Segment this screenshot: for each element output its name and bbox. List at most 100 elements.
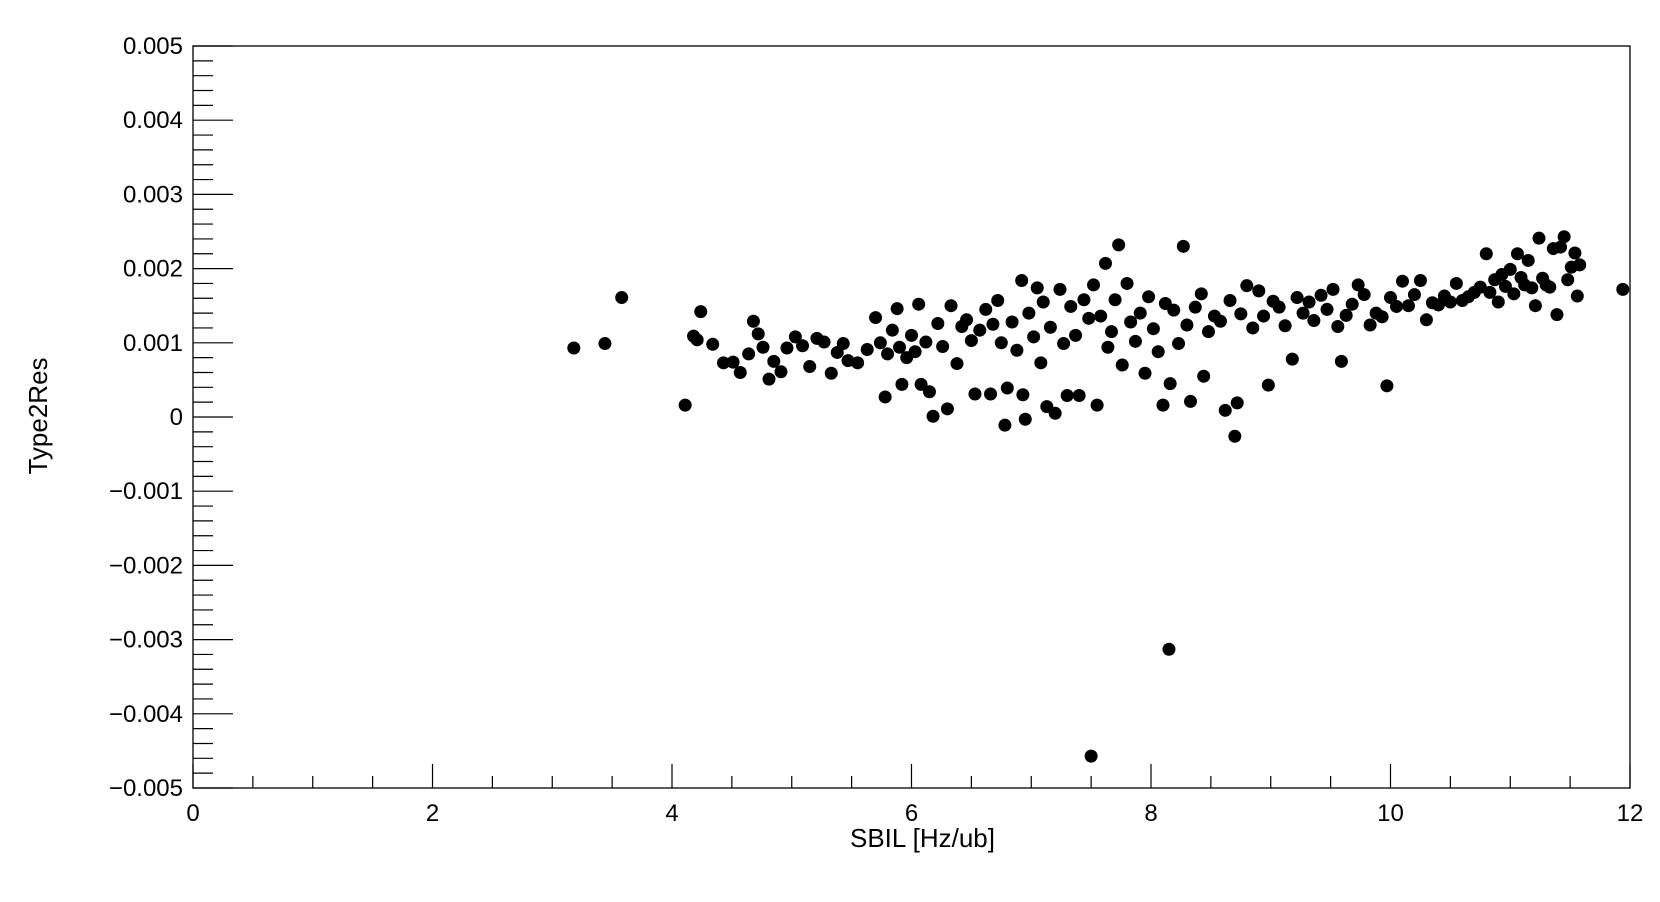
data-point xyxy=(1230,396,1244,410)
data-point xyxy=(796,339,810,353)
data-point xyxy=(1543,280,1557,294)
data-point xyxy=(678,398,692,412)
data-point xyxy=(1101,340,1115,354)
data-point xyxy=(1532,231,1546,245)
data-point xyxy=(1272,300,1286,314)
data-point xyxy=(878,390,892,404)
data-point xyxy=(1278,319,1292,333)
y-tick-label: −0.004 xyxy=(109,701,183,728)
data-point xyxy=(1326,282,1340,296)
data-point xyxy=(1015,273,1029,287)
data-point xyxy=(824,366,838,380)
data-point xyxy=(1261,378,1275,392)
data-point xyxy=(1213,314,1227,328)
data-point xyxy=(998,418,1012,432)
data-point xyxy=(994,336,1008,350)
x-tick-label: 10 xyxy=(1377,800,1404,827)
data-point xyxy=(1104,325,1118,339)
data-point xyxy=(1094,309,1108,323)
data-point xyxy=(1252,284,1266,298)
data-point xyxy=(756,340,770,354)
data-point xyxy=(973,323,987,337)
data-point xyxy=(1363,318,1377,332)
data-point xyxy=(1115,358,1129,372)
data-point xyxy=(1146,322,1160,336)
data-point xyxy=(1302,295,1316,309)
data-point xyxy=(733,365,747,379)
data-points xyxy=(567,230,1630,763)
data-point xyxy=(1290,291,1304,305)
data-point xyxy=(1034,356,1048,370)
data-point xyxy=(1010,343,1024,357)
data-point xyxy=(742,347,756,361)
data-point xyxy=(1124,315,1138,329)
data-point xyxy=(1616,282,1630,296)
data-point xyxy=(1087,278,1101,292)
x-tick-label: 12 xyxy=(1617,800,1644,827)
data-point xyxy=(926,409,940,423)
x-tick-label: 8 xyxy=(1144,800,1157,827)
data-point xyxy=(1156,398,1170,412)
data-point xyxy=(914,377,928,391)
data-point xyxy=(860,342,874,356)
data-point xyxy=(964,334,978,348)
data-point xyxy=(1133,306,1147,320)
y-tick-label: −0.002 xyxy=(109,552,183,579)
data-point xyxy=(895,377,909,391)
x-tick-label: 6 xyxy=(905,800,918,827)
data-point xyxy=(1218,403,1232,417)
data-point xyxy=(1180,318,1194,332)
data-point xyxy=(1389,299,1403,313)
data-point xyxy=(1167,303,1181,317)
data-point xyxy=(1339,308,1353,322)
data-point xyxy=(1027,330,1041,344)
data-point xyxy=(1151,345,1165,359)
data-point xyxy=(873,336,887,350)
data-point xyxy=(1201,325,1215,339)
data-point xyxy=(881,347,895,361)
data-point xyxy=(1568,246,1582,260)
y-tick-label: 0.001 xyxy=(123,330,183,357)
data-point xyxy=(1375,310,1389,324)
data-point xyxy=(1246,321,1260,335)
data-point xyxy=(908,345,922,359)
data-point xyxy=(1128,334,1142,348)
data-point xyxy=(979,302,993,316)
data-point xyxy=(1194,287,1208,301)
data-point xyxy=(890,302,904,316)
data-point xyxy=(1000,381,1014,395)
data-point xyxy=(1407,288,1421,302)
data-point xyxy=(1016,388,1030,402)
data-point xyxy=(1053,282,1067,296)
data-point xyxy=(817,335,831,349)
data-point xyxy=(780,341,794,355)
data-point xyxy=(1172,337,1186,351)
data-point xyxy=(1401,299,1415,313)
data-point xyxy=(1072,388,1086,402)
data-point xyxy=(1395,274,1409,288)
x-axis-title: SBIL [Hz/ub] xyxy=(850,823,995,853)
data-point xyxy=(1380,379,1394,393)
data-point xyxy=(615,291,629,305)
data-point xyxy=(1223,294,1237,308)
data-point xyxy=(950,357,964,371)
y-axis-title: Type2Res xyxy=(23,357,53,474)
y-tick-label: 0.003 xyxy=(123,181,183,208)
data-point xyxy=(1163,377,1177,391)
data-point xyxy=(1507,287,1521,301)
y-tick-label: 0.005 xyxy=(123,33,183,60)
data-point xyxy=(1228,429,1242,443)
data-point xyxy=(1473,280,1487,294)
data-point xyxy=(960,313,974,327)
data-point xyxy=(1550,308,1564,322)
plot-frame xyxy=(192,45,1631,789)
data-point xyxy=(1307,314,1321,328)
data-point xyxy=(767,354,781,368)
x-tick-label: 0 xyxy=(186,800,199,827)
data-point xyxy=(1005,315,1019,329)
data-point xyxy=(1138,366,1152,380)
data-point xyxy=(746,314,760,328)
data-point xyxy=(1296,306,1310,320)
data-point xyxy=(1557,230,1571,244)
